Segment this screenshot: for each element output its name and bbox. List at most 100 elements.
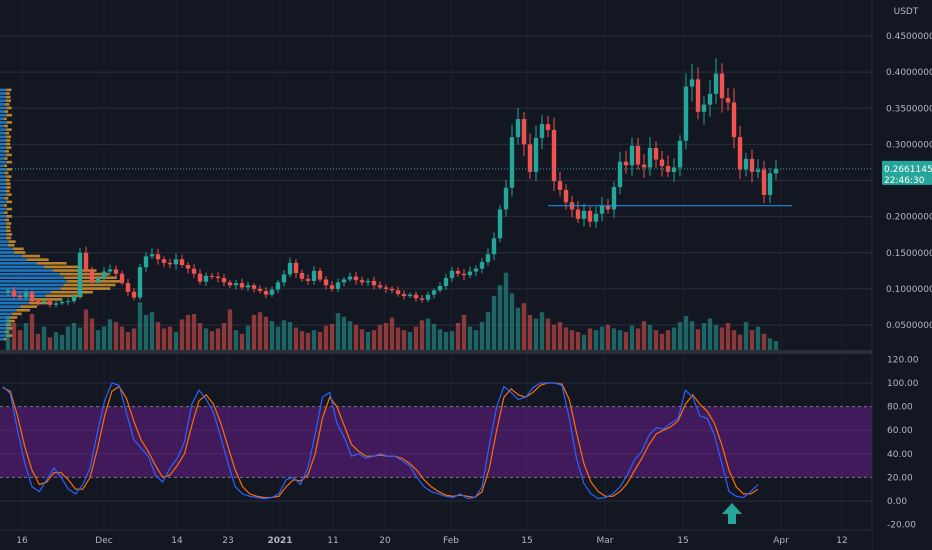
candle-body[interactable]: [623, 161, 629, 166]
price-scale[interactable]: [872, 0, 932, 550]
candle-body[interactable]: [53, 303, 59, 305]
candle-body[interactable]: [23, 292, 29, 298]
candle-body[interactable]: [11, 290, 17, 297]
candle-body[interactable]: [275, 282, 281, 290]
candle-body[interactable]: [383, 287, 389, 289]
candle-body[interactable]: [665, 166, 671, 172]
candle-body[interactable]: [173, 259, 179, 265]
candle-body[interactable]: [437, 285, 443, 291]
candle-body[interactable]: [575, 209, 581, 219]
candle-body[interactable]: [245, 285, 251, 288]
candle-body[interactable]: [653, 147, 659, 160]
candle-body[interactable]: [167, 262, 173, 265]
candle-body[interactable]: [113, 269, 119, 274]
candle-body[interactable]: [755, 169, 761, 172]
candle-body[interactable]: [761, 169, 767, 195]
candle-body[interactable]: [311, 270, 317, 281]
candle-body[interactable]: [47, 301, 53, 305]
candle-body[interactable]: [59, 301, 65, 304]
candle-body[interactable]: [107, 269, 113, 272]
candle-body[interactable]: [407, 294, 413, 297]
candle-body[interactable]: [419, 298, 425, 300]
candle-body[interactable]: [191, 268, 197, 274]
candle-body[interactable]: [659, 159, 665, 167]
candle-body[interactable]: [161, 259, 167, 263]
candle-body[interactable]: [347, 276, 353, 280]
candle-body[interactable]: [293, 262, 299, 273]
candle-body[interactable]: [461, 273, 467, 276]
candle-body[interactable]: [149, 254, 155, 257]
candle-body[interactable]: [101, 271, 107, 279]
candle-body[interactable]: [719, 73, 725, 99]
candle-body[interactable]: [35, 301, 41, 303]
candle-body[interactable]: [413, 294, 419, 299]
candle-body[interactable]: [263, 291, 269, 295]
candle-body[interactable]: [707, 93, 713, 105]
candle-body[interactable]: [629, 145, 635, 166]
candle-body[interactable]: [737, 137, 743, 170]
candle-body[interactable]: [305, 278, 311, 281]
candle-body[interactable]: [239, 283, 245, 288]
candle-body[interactable]: [689, 79, 695, 87]
candle-body[interactable]: [77, 252, 83, 297]
candle-body[interactable]: [335, 282, 341, 289]
candle-body[interactable]: [377, 285, 383, 288]
time-axis[interactable]: [0, 530, 872, 550]
candle-body[interactable]: [341, 279, 347, 283]
candle-body[interactable]: [749, 158, 755, 172]
candle-body[interactable]: [203, 275, 209, 282]
candle-body[interactable]: [89, 270, 95, 282]
candle-body[interactable]: [425, 294, 431, 300]
candle-body[interactable]: [677, 140, 683, 168]
candle-body[interactable]: [209, 275, 215, 277]
candle-body[interactable]: [359, 280, 365, 283]
candle-body[interactable]: [479, 262, 485, 269]
candle-body[interactable]: [233, 283, 239, 286]
candle-body[interactable]: [473, 268, 479, 272]
candle-body[interactable]: [497, 209, 503, 239]
candle-body[interactable]: [731, 102, 737, 138]
candle-body[interactable]: [713, 73, 719, 94]
candle-body[interactable]: [743, 158, 749, 170]
candle-body[interactable]: [617, 161, 623, 188]
candle-body[interactable]: [329, 285, 335, 289]
candle-body[interactable]: [671, 167, 677, 172]
candle-body[interactable]: [503, 187, 509, 210]
candle-body[interactable]: [71, 296, 77, 302]
candle-body[interactable]: [323, 279, 329, 286]
candle-body[interactable]: [143, 256, 149, 268]
pane-separator[interactable]: [0, 350, 932, 354]
candle-body[interactable]: [563, 189, 569, 203]
candle-body[interactable]: [281, 274, 287, 283]
candle-body[interactable]: [155, 254, 161, 260]
candle-body[interactable]: [485, 254, 491, 263]
candle-body[interactable]: [251, 285, 257, 289]
candle-body[interactable]: [185, 265, 191, 269]
candle-body[interactable]: [125, 283, 131, 292]
candle-body[interactable]: [581, 210, 587, 219]
candle-body[interactable]: [683, 86, 689, 141]
candle-body[interactable]: [65, 301, 71, 303]
candle-body[interactable]: [431, 290, 437, 295]
candle-body[interactable]: [773, 168, 779, 174]
candle-body[interactable]: [287, 262, 293, 275]
candle-body[interactable]: [353, 276, 359, 281]
candle-body[interactable]: [389, 288, 395, 291]
candle-body[interactable]: [539, 124, 545, 138]
candle-body[interactable]: [467, 271, 473, 276]
candle-body[interactable]: [179, 259, 185, 266]
candle-body[interactable]: [317, 270, 323, 280]
candle-body[interactable]: [545, 124, 551, 130]
candle-body[interactable]: [533, 137, 539, 172]
candle-body[interactable]: [701, 104, 707, 112]
candle-body[interactable]: [725, 98, 731, 103]
candle-body[interactable]: [593, 213, 599, 222]
candle-body[interactable]: [515, 119, 521, 138]
candle-body[interactable]: [395, 290, 401, 294]
candle-body[interactable]: [641, 164, 647, 168]
candle-body[interactable]: [5, 290, 11, 293]
candle-body[interactable]: [455, 270, 461, 274]
candle-body[interactable]: [131, 291, 137, 298]
candle-body[interactable]: [41, 301, 47, 303]
